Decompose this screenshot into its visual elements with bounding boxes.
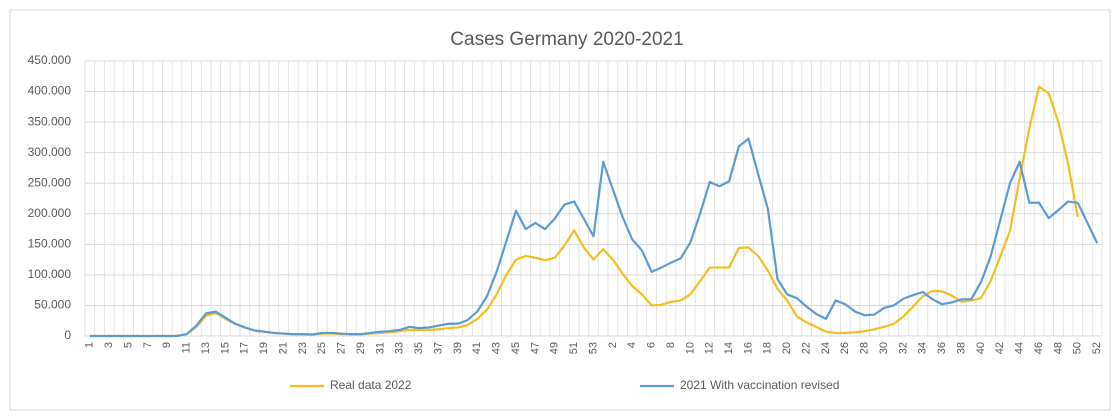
x-tick-label: 31: [374, 342, 386, 354]
x-tick-label: 25: [316, 342, 328, 354]
x-tick-label: 37: [432, 342, 444, 354]
x-tick-label: 42: [994, 342, 1006, 354]
y-tick-label: 350.000: [28, 114, 72, 128]
x-tick-label: 9: [161, 342, 173, 348]
x-tick-label: 14: [723, 342, 735, 354]
legend-label: 2021 With vaccination revised: [680, 378, 839, 392]
y-tick-label: 250.000: [28, 175, 72, 189]
x-tick-label: 24: [820, 342, 832, 354]
x-tick-label: 13: [200, 342, 212, 354]
y-tick-label: 150.000: [28, 237, 72, 251]
x-tick-label: 34: [917, 342, 929, 354]
x-tick-label: 18: [762, 342, 774, 354]
x-tick-label: 22: [800, 342, 812, 354]
x-tick-label: 52: [1091, 342, 1103, 354]
x-tick-label: 40: [975, 342, 987, 354]
x-tick-label: 27: [336, 342, 348, 354]
x-tick-label: 36: [936, 342, 948, 354]
x-tick-label: 17: [239, 342, 251, 354]
x-tick-label: 20: [781, 342, 793, 354]
x-tick-label: 39: [452, 342, 464, 354]
x-tick-label: 1: [84, 342, 96, 348]
x-tick-label: 15: [219, 342, 231, 354]
x-tick-label: 48: [1052, 342, 1064, 354]
x-tick-label: 30: [878, 342, 890, 354]
x-tick-label: 8: [665, 342, 677, 348]
y-tick-label: 400.000: [28, 84, 72, 98]
y-tick-label: 0: [64, 328, 71, 342]
chart-title: Cases Germany 2020-2021: [450, 29, 683, 50]
y-tick-label: 200.000: [28, 206, 72, 220]
x-tick-label: 16: [742, 342, 754, 354]
x-tick-label: 41: [471, 342, 483, 354]
x-tick-label: 5: [122, 342, 134, 348]
x-tick-label: 49: [549, 342, 561, 354]
y-tick-label: 300.000: [28, 145, 72, 159]
series-line: [89, 137, 1099, 338]
x-tick-label: 29: [355, 342, 367, 354]
legend-label: Real data 2022: [330, 378, 412, 392]
x-tick-label: 50: [1072, 342, 1084, 354]
x-tick-label: 4: [626, 342, 638, 348]
x-tick-label: 53: [587, 342, 599, 354]
x-tick-label: 44: [1014, 342, 1026, 354]
x-tick-label: 7: [142, 342, 154, 348]
x-tick-label: 38: [955, 342, 967, 354]
x-tick-label: 45: [510, 342, 522, 354]
x-tick-label: 32: [897, 342, 909, 354]
y-tick-label: 100.000: [28, 267, 72, 281]
x-tick-label: 12: [704, 342, 716, 354]
y-tick-label: 50.000: [34, 298, 71, 312]
x-tick-label: 11: [181, 342, 193, 353]
x-tick-label: 21: [277, 342, 289, 354]
x-tick-label: 47: [529, 342, 541, 354]
x-tick-label: 10: [684, 342, 696, 354]
x-tick-label: 26: [839, 342, 851, 354]
x-tick-label: 51: [568, 342, 580, 354]
x-tick-label: 2: [607, 342, 619, 348]
x-tick-label: 33: [394, 342, 406, 354]
x-tick-label: 23: [297, 342, 309, 354]
x-tick-label: 35: [413, 342, 425, 354]
x-tick-label: 3: [103, 342, 115, 348]
x-tick-label: 19: [258, 342, 270, 354]
y-tick-label: 450.000: [28, 53, 72, 67]
x-tick-label: 6: [646, 342, 658, 348]
x-tick-label: 43: [491, 342, 503, 354]
x-tick-label: 28: [859, 342, 871, 354]
x-tick-label: 46: [1033, 342, 1045, 354]
